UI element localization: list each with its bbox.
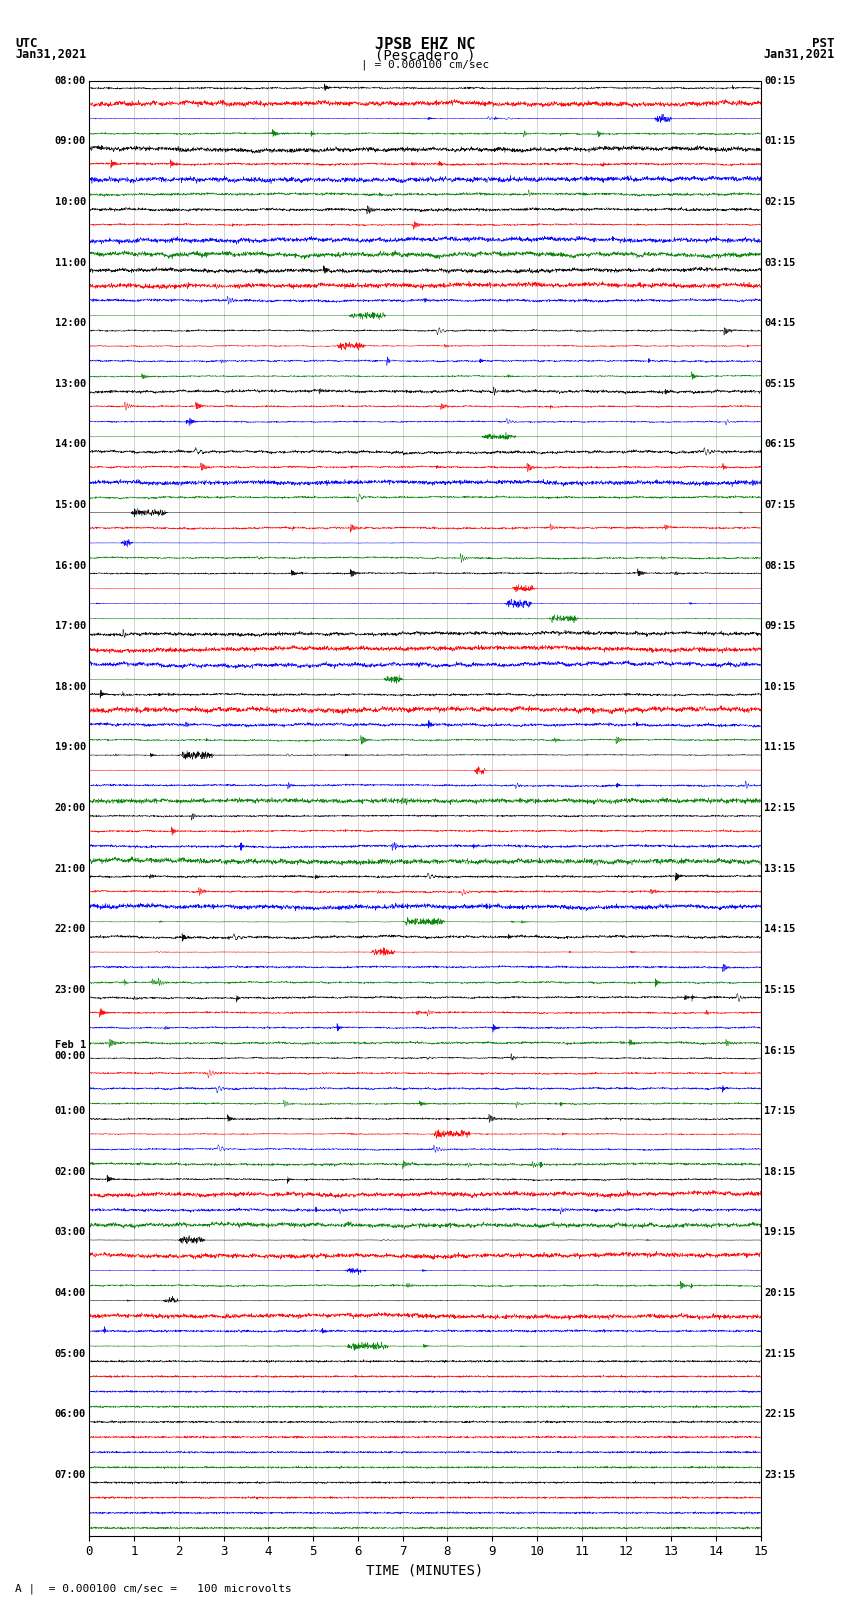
Text: 15:15: 15:15 [764, 986, 796, 995]
Text: | = 0.000100 cm/sec: | = 0.000100 cm/sec [361, 60, 489, 71]
Text: 07:00: 07:00 [54, 1469, 86, 1481]
Text: 23:15: 23:15 [764, 1469, 796, 1481]
Text: 14:00: 14:00 [54, 439, 86, 450]
Text: 05:00: 05:00 [54, 1348, 86, 1358]
Text: 13:15: 13:15 [764, 863, 796, 874]
Text: 13:00: 13:00 [54, 379, 86, 389]
Text: 03:00: 03:00 [54, 1227, 86, 1237]
Text: Jan31,2021: Jan31,2021 [15, 48, 87, 61]
Text: 11:00: 11:00 [54, 258, 86, 268]
Text: 08:00: 08:00 [54, 76, 86, 85]
Text: 14:15: 14:15 [764, 924, 796, 934]
Text: 11:15: 11:15 [764, 742, 796, 753]
Text: 09:15: 09:15 [764, 621, 796, 631]
Text: 03:15: 03:15 [764, 258, 796, 268]
Text: 04:00: 04:00 [54, 1289, 86, 1298]
Text: 21:15: 21:15 [764, 1348, 796, 1358]
Text: 18:00: 18:00 [54, 682, 86, 692]
Text: PST: PST [813, 37, 835, 50]
Text: 22:15: 22:15 [764, 1410, 796, 1419]
Text: Jan31,2021: Jan31,2021 [763, 48, 835, 61]
Text: 02:00: 02:00 [54, 1166, 86, 1177]
Text: 12:00: 12:00 [54, 318, 86, 327]
X-axis label: TIME (MINUTES): TIME (MINUTES) [366, 1565, 484, 1578]
Text: 15:00: 15:00 [54, 500, 86, 510]
Text: 01:15: 01:15 [764, 135, 796, 147]
Text: 21:00: 21:00 [54, 863, 86, 874]
Text: 06:00: 06:00 [54, 1410, 86, 1419]
Text: 18:15: 18:15 [764, 1166, 796, 1177]
Text: 08:15: 08:15 [764, 561, 796, 571]
Text: A |  = 0.000100 cm/sec =   100 microvolts: A | = 0.000100 cm/sec = 100 microvolts [15, 1582, 292, 1594]
Text: 04:15: 04:15 [764, 318, 796, 327]
Text: 16:15: 16:15 [764, 1045, 796, 1055]
Text: 10:00: 10:00 [54, 197, 86, 206]
Text: (Pescadero ): (Pescadero ) [375, 48, 475, 63]
Text: 09:00: 09:00 [54, 135, 86, 147]
Text: 22:00: 22:00 [54, 924, 86, 934]
Text: 16:00: 16:00 [54, 561, 86, 571]
Text: 17:00: 17:00 [54, 621, 86, 631]
Text: 00:15: 00:15 [764, 76, 796, 85]
Text: 06:15: 06:15 [764, 439, 796, 450]
Text: UTC: UTC [15, 37, 37, 50]
Text: 12:15: 12:15 [764, 803, 796, 813]
Text: JPSB EHZ NC: JPSB EHZ NC [375, 37, 475, 52]
Text: Feb 1
00:00: Feb 1 00:00 [54, 1040, 86, 1061]
Text: 20:15: 20:15 [764, 1289, 796, 1298]
Text: 17:15: 17:15 [764, 1107, 796, 1116]
Text: 01:00: 01:00 [54, 1107, 86, 1116]
Text: 10:15: 10:15 [764, 682, 796, 692]
Text: 19:00: 19:00 [54, 742, 86, 753]
Text: 02:15: 02:15 [764, 197, 796, 206]
Text: 05:15: 05:15 [764, 379, 796, 389]
Text: 07:15: 07:15 [764, 500, 796, 510]
Text: 19:15: 19:15 [764, 1227, 796, 1237]
Text: 23:00: 23:00 [54, 986, 86, 995]
Text: 20:00: 20:00 [54, 803, 86, 813]
